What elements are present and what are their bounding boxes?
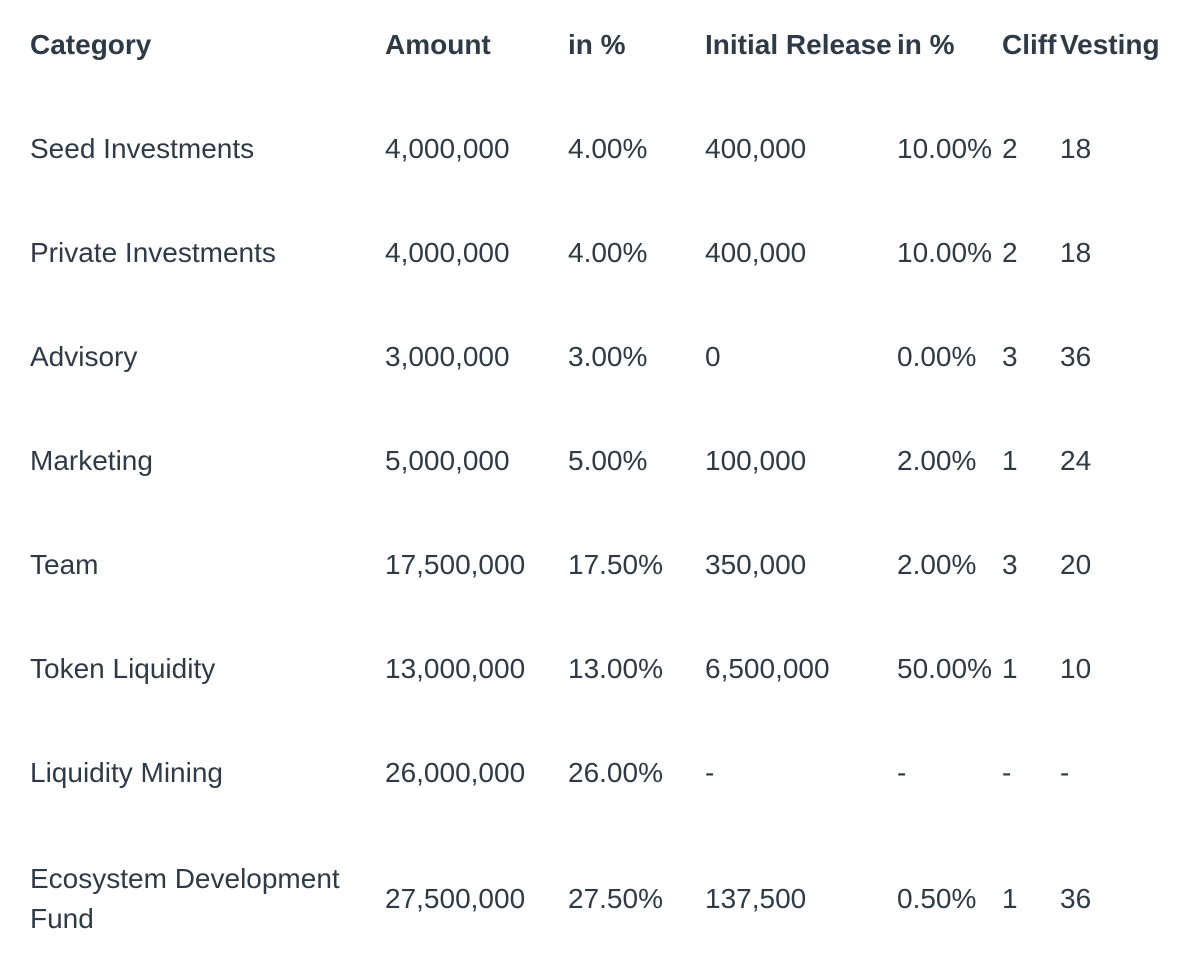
cell-vesting: 36 xyxy=(1060,341,1092,372)
cell-cliff: 1 xyxy=(1002,653,1018,684)
table-row: Team 17,500,000 17.50% 350,000 2.00% 3 20 xyxy=(30,513,1170,617)
cell-initial-release: 0 xyxy=(705,341,721,372)
cell-cliff: 2 xyxy=(1002,133,1018,164)
cell-initial-release-pct: - xyxy=(897,757,907,788)
column-header-initial-release: Initial Release xyxy=(705,29,892,60)
cell-amount: 4,000,000 xyxy=(385,133,510,164)
cell-cliff: 2 xyxy=(1002,237,1018,268)
cell-category: Liquidity Mining xyxy=(30,757,223,788)
header-row: Category Amount in % Initial Release in … xyxy=(30,0,1170,97)
cell-amount-pct: 3.00% xyxy=(568,341,648,372)
cell-initial-release: 100,000 xyxy=(705,445,807,476)
table-row: Marketing 5,000,000 5.00% 100,000 2.00% 1 24 xyxy=(30,409,1170,513)
cell-amount: 27,500,000 xyxy=(385,883,526,914)
column-header-category: Category xyxy=(30,29,152,60)
cell-amount: 13,000,000 xyxy=(385,653,526,684)
cell-initial-release-pct: 0.50% xyxy=(897,883,977,914)
cell-initial-release: - xyxy=(705,757,715,788)
cell-category: Team xyxy=(30,549,99,580)
cell-vesting: 36 xyxy=(1060,883,1092,914)
cell-initial-release: 6,500,000 xyxy=(705,653,830,684)
cell-initial-release: 400,000 xyxy=(705,133,807,164)
cell-initial-release-pct: 2.00% xyxy=(897,445,977,476)
table-body: Seed Investments 4,000,000 4.00% 400,000 10.… xyxy=(30,97,1170,973)
cell-amount-pct: 5.00% xyxy=(568,445,648,476)
cell-amount-pct: 17.50% xyxy=(568,549,663,580)
table-row: Advisory 3,000,000 3.00% 0 0.00% 3 36 xyxy=(30,305,1170,409)
cell-category: Advisory xyxy=(30,341,138,372)
cell-amount-pct: 4.00% xyxy=(568,237,648,268)
cell-initial-release-pct: 10.00% xyxy=(897,133,992,164)
cell-cliff: 1 xyxy=(1002,883,1018,914)
cell-amount: 3,000,000 xyxy=(385,341,510,372)
table-row: Token Liquidity 13,000,000 13.00% 6,500,000… xyxy=(30,617,1170,721)
cell-vesting: 20 xyxy=(1060,549,1092,580)
cell-amount: 26,000,000 xyxy=(385,757,526,788)
column-header-initial-release-pct: in % xyxy=(897,29,955,60)
cell-cliff: 3 xyxy=(1002,341,1018,372)
cell-vesting: 18 xyxy=(1060,237,1092,268)
cell-category: Private Investments xyxy=(30,237,276,268)
cell-vesting: 10 xyxy=(1060,653,1092,684)
cell-category: Token Liquidity xyxy=(30,653,216,684)
cell-initial-release: 137,500 xyxy=(705,883,807,914)
column-header-vesting: Vesting xyxy=(1060,29,1160,60)
vesting-table: Category Amount in % Initial Release in … xyxy=(30,0,1170,973)
cell-initial-release-pct: 0.00% xyxy=(897,341,977,372)
cell-category: Seed Investments xyxy=(30,133,255,164)
cell-initial-release-pct: 50.00% xyxy=(897,653,992,684)
cell-initial-release-pct: 10.00% xyxy=(897,237,992,268)
table-header: Category Amount in % Initial Release in … xyxy=(30,0,1170,97)
cell-amount-pct: 13.00% xyxy=(568,653,663,684)
cell-vesting: - xyxy=(1060,757,1070,788)
cell-vesting: 18 xyxy=(1060,133,1092,164)
cell-initial-release-pct: 2.00% xyxy=(897,549,977,580)
cell-category: Marketing xyxy=(30,445,153,476)
cell-amount-pct: 4.00% xyxy=(568,133,648,164)
column-header-amount: Amount xyxy=(385,29,491,60)
cell-amount: 17,500,000 xyxy=(385,549,526,580)
cell-amount: 5,000,000 xyxy=(385,445,510,476)
table-row: Seed Investments 4,000,000 4.00% 400,000 10.… xyxy=(30,97,1170,201)
cell-amount: 4,000,000 xyxy=(385,237,510,268)
table-row: Ecosystem Development Fund 27,500,000 27.5… xyxy=(30,825,1170,973)
cell-cliff: - xyxy=(1002,757,1012,788)
table-row: Liquidity Mining 26,000,000 26.00% - - - - xyxy=(30,721,1170,825)
cell-amount-pct: 26.00% xyxy=(568,757,663,788)
column-header-cliff: Cliff xyxy=(1002,29,1057,60)
cell-amount-pct: 27.50% xyxy=(568,883,663,914)
cell-initial-release: 350,000 xyxy=(705,549,807,580)
cell-category: Ecosystem Development Fund xyxy=(30,863,340,934)
column-header-amount-pct: in % xyxy=(568,29,626,60)
cell-cliff: 3 xyxy=(1002,549,1018,580)
cell-cliff: 1 xyxy=(1002,445,1018,476)
table-row: Private Investments 4,000,000 4.00% 400,000… xyxy=(30,201,1170,305)
cell-initial-release: 400,000 xyxy=(705,237,807,268)
cell-vesting: 24 xyxy=(1060,445,1092,476)
